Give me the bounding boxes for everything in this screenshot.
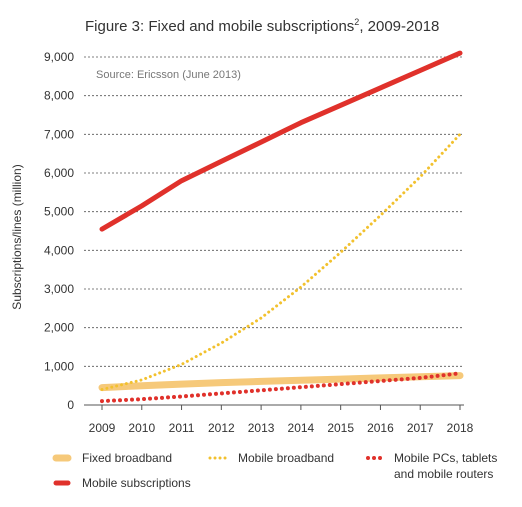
chart-title: Figure 3: Fixed and mobile subscriptions… (85, 17, 439, 35)
y-tick-label: 0 (67, 398, 74, 412)
x-tick-label: 2009 (89, 421, 116, 435)
series-line (100, 132, 462, 391)
x-tick-label: 2012 (208, 421, 235, 435)
y-tick-label: 9,000 (44, 50, 74, 64)
x-tick-label: 2016 (367, 421, 394, 435)
chart-source: Source: Ericsson (June 2013) (96, 69, 241, 81)
series (98, 50, 464, 404)
series-line (98, 372, 464, 392)
legend: Fixed broadband Mobile broadband Mobile PC… (52, 451, 497, 490)
y-axis-label: Subscriptions/lines (million) (10, 164, 24, 309)
x-tick-label: 2018 (447, 421, 474, 435)
y-tick-label: 3,000 (44, 282, 74, 296)
legend-label: Mobile subscriptions (82, 476, 191, 490)
axes: 0 1,000 2,000 3,000 4,000 5,000 6,000 7,000 8,00… (44, 50, 474, 435)
chart-title-suffix: , 2009-2018 (359, 18, 439, 35)
chart-title-superscript: 2 (354, 17, 359, 27)
y-tick-label: 1,000 (44, 359, 74, 373)
y-tick-label: 7,000 (44, 127, 74, 141)
grid (84, 56, 464, 367)
y-tick-label: 2,000 (44, 321, 74, 335)
x-tick-label: 2013 (248, 421, 275, 435)
x-tick-label: 2011 (169, 421, 195, 435)
x-tick-label: 2015 (327, 421, 354, 435)
x-tick-label: 2010 (128, 421, 155, 435)
x-tick-label: 2014 (288, 421, 315, 435)
chart-title-main: Figure 3: Fixed and mobile subscriptions (85, 18, 354, 35)
y-tick-label: 5,000 (44, 205, 74, 219)
y-tick-label: 6,000 (44, 166, 74, 180)
series-line (100, 371, 462, 404)
legend-label: Fixed broadband (82, 451, 172, 465)
series-line (99, 50, 463, 232)
y-tick-label: 8,000 (44, 89, 74, 103)
legend-label: and mobile routers (394, 467, 493, 481)
legend-label: Mobile PCs, tablets (394, 451, 497, 465)
y-tick-label: 4,000 (44, 243, 74, 257)
legend-label: Mobile broadband (238, 451, 334, 465)
x-tick-label: 2017 (407, 421, 434, 435)
